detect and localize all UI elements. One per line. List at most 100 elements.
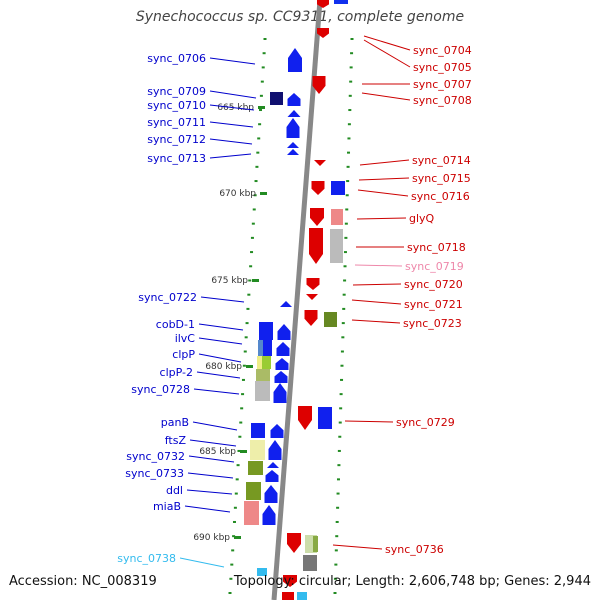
- gene-label-sync_0729: sync_0729: [396, 416, 455, 429]
- gene-feature: [310, 208, 324, 226]
- tick-mark: [260, 80, 264, 83]
- label-leader-line: [332, 544, 383, 550]
- gene-label-clpP: clpP: [172, 348, 195, 361]
- gene-feature: [317, 28, 329, 38]
- gene-label-sync_0704: sync_0704: [413, 44, 472, 57]
- tick-mark: [240, 407, 244, 410]
- gene-label-sync_0718: sync_0718: [407, 241, 466, 254]
- gene-feature: [244, 501, 259, 525]
- gene-feature: [283, 575, 297, 587]
- tick-mark: [251, 222, 255, 225]
- label-leader-line: [188, 455, 235, 463]
- gene-feature: [286, 118, 300, 138]
- gene-label-sync_0714: sync_0714: [412, 154, 471, 167]
- label-leader-line: [184, 505, 231, 513]
- tick-mark: [343, 279, 347, 282]
- gene-label-sync_0721: sync_0721: [404, 298, 463, 311]
- gene-feature: [246, 482, 261, 500]
- tick-mark: [350, 38, 354, 40]
- tick-mark: [334, 549, 338, 552]
- gene-feature: [287, 93, 301, 106]
- label-leader-line: [187, 472, 234, 479]
- tick-mark: [263, 38, 267, 40]
- kbp-tick: [240, 450, 247, 453]
- gene-label-sync_0736: sync_0736: [385, 543, 444, 556]
- gene-label-sync_0720: sync_0720: [404, 278, 463, 291]
- label-leader-line: [351, 299, 402, 305]
- tick-mark: [333, 577, 337, 580]
- tick-mark: [261, 66, 265, 69]
- gene-feature: [287, 110, 301, 117]
- tick-mark: [337, 464, 341, 467]
- label-leader-line: [363, 35, 411, 51]
- label-leader-line: [198, 337, 243, 345]
- tick-mark: [246, 307, 250, 310]
- tick-mark: [344, 222, 348, 225]
- gene-label-sync_0711: sync_0711: [147, 116, 206, 129]
- gene-feature: [275, 358, 289, 370]
- gene-feature: [309, 228, 323, 264]
- gene-feature: [288, 48, 302, 72]
- kbp-label: 670 kbp: [219, 189, 256, 199]
- gene-feature: [318, 407, 332, 429]
- tick-mark: [258, 123, 262, 126]
- tick-mark: [342, 293, 346, 296]
- tick-mark: [336, 492, 340, 495]
- tick-mark: [340, 378, 344, 381]
- kbp-label: 675 kbp: [211, 276, 248, 286]
- map-title: Synechococcus sp. CC9311, complete genom…: [135, 9, 465, 25]
- tick-mark: [342, 307, 346, 310]
- gene-label-sync_0728: sync_0728: [131, 383, 190, 396]
- tick-mark: [250, 236, 254, 239]
- gene-feature: [274, 371, 288, 383]
- kbp-tick: [234, 536, 241, 539]
- tick-mark: [334, 563, 338, 566]
- label-leader-line: [193, 388, 240, 395]
- tick-mark: [257, 137, 261, 140]
- tick-mark: [239, 421, 243, 424]
- tick-mark: [343, 265, 347, 268]
- tick-mark: [242, 364, 246, 367]
- label-leader-line: [186, 489, 233, 495]
- kbp-tick: [260, 192, 267, 195]
- gene-feature: [331, 209, 343, 225]
- gene-feature: [282, 592, 294, 600]
- gene-feature: [331, 181, 345, 195]
- gene-label-glyQ: glyQ: [409, 212, 435, 225]
- gene-label-sync_0738: sync_0738: [117, 552, 176, 565]
- tick-mark: [250, 251, 254, 254]
- tick-mark: [237, 449, 241, 452]
- gene-label-sync_0715: sync_0715: [412, 172, 471, 185]
- kbp-tick: [246, 365, 253, 368]
- tick-mark: [259, 109, 263, 112]
- tick-mark: [339, 407, 343, 410]
- gene-feature: [312, 76, 326, 94]
- gene-feature: [304, 310, 318, 326]
- tick-mark: [254, 180, 258, 183]
- gene-feature: [311, 181, 325, 195]
- gene-feature: [330, 229, 343, 263]
- genome-backbone: [271, 0, 323, 600]
- tick-mark: [333, 592, 337, 594]
- gene-feature: [287, 142, 299, 148]
- gene-label-ddl: ddl: [166, 484, 183, 497]
- tick-mark: [347, 137, 351, 140]
- label-leader-line: [363, 39, 411, 68]
- tick-mark: [341, 336, 345, 339]
- gene-feature: [297, 592, 307, 600]
- tick-mark: [336, 506, 340, 509]
- tick-mark: [234, 492, 238, 495]
- tick-mark: [232, 520, 236, 523]
- gene-feature: [270, 92, 283, 105]
- gene-feature: [267, 462, 279, 468]
- tick-mark: [337, 449, 341, 452]
- tick-mark: [245, 322, 249, 325]
- tick-mark: [252, 208, 256, 211]
- gene-label-cobD-1: cobD-1: [156, 318, 195, 331]
- gene-label-sync_0732: sync_0732: [126, 450, 185, 463]
- gene-feature: [306, 294, 318, 300]
- label-leader-line: [356, 217, 407, 220]
- tick-mark: [348, 94, 352, 97]
- tick-mark: [346, 180, 350, 183]
